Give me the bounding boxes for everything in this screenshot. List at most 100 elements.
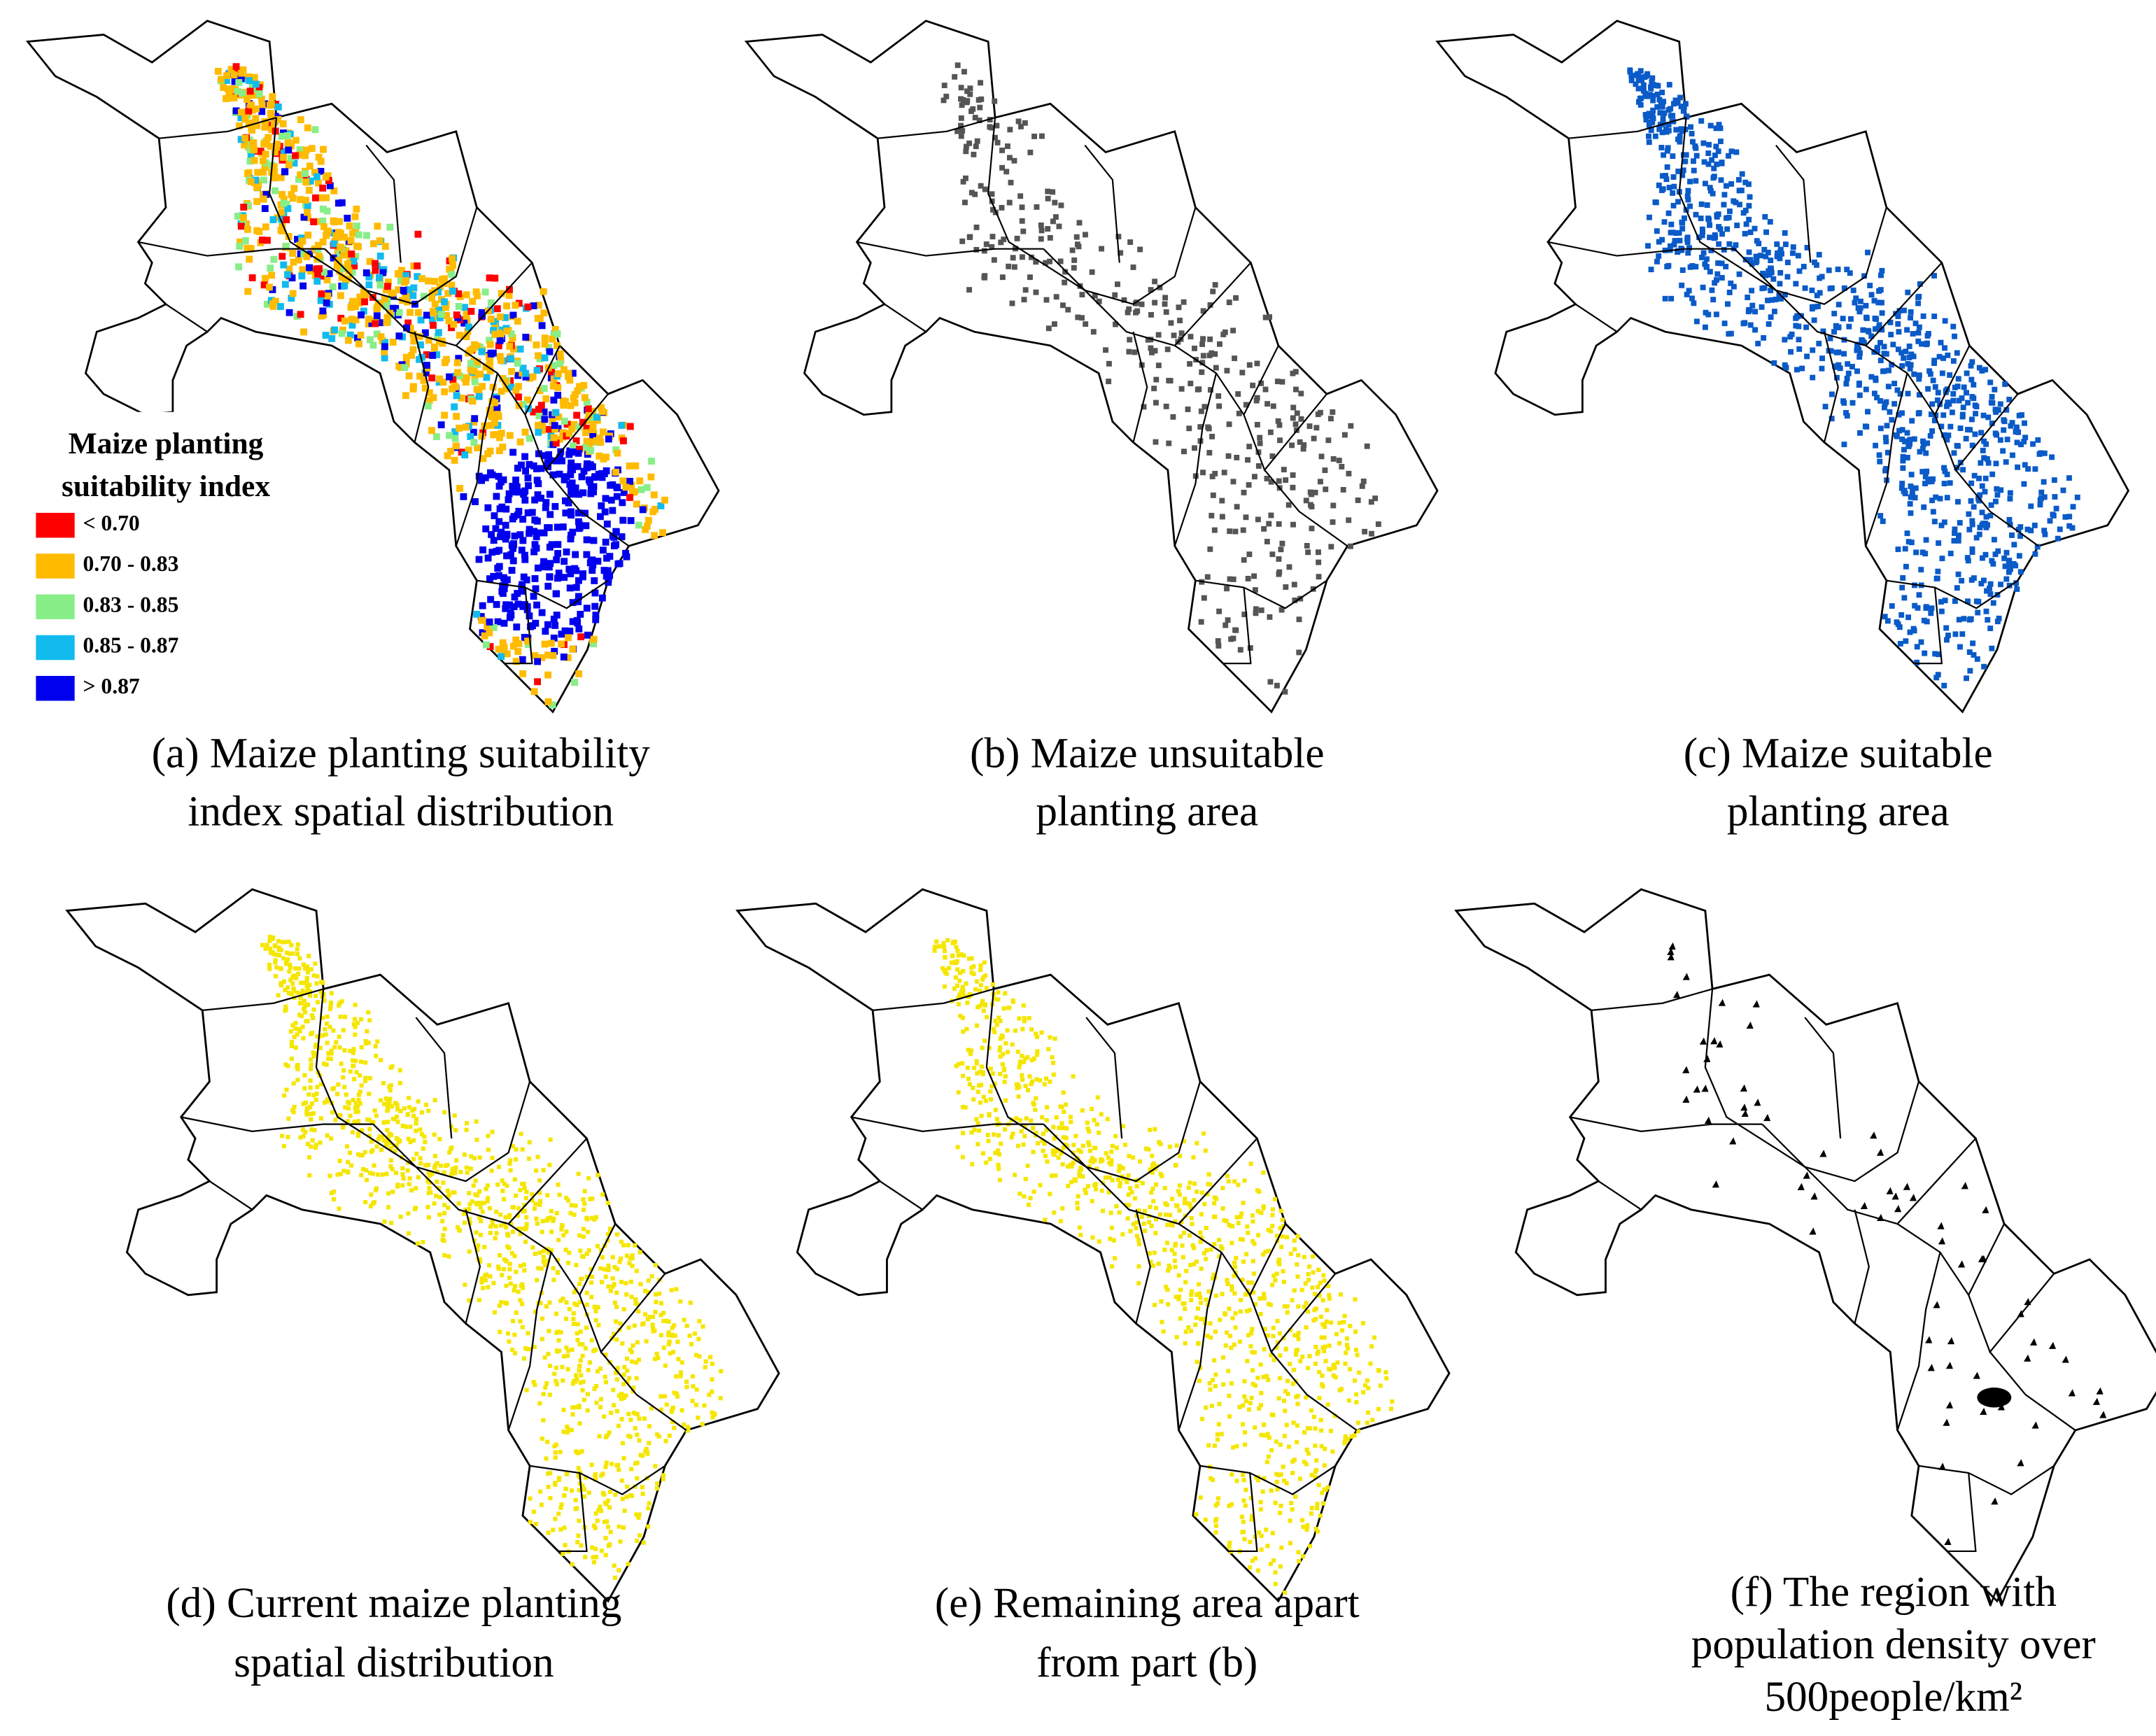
- grid-cell: [989, 1097, 994, 1102]
- grid-cell: [541, 1259, 546, 1264]
- grid-cell: [1965, 427, 1971, 432]
- grid-cell: [1174, 1143, 1179, 1148]
- grid-cell: [1978, 430, 1985, 436]
- grid-cell: [1980, 577, 1987, 584]
- grid-cell: [455, 1225, 460, 1229]
- grid-cell: [284, 205, 292, 212]
- grid-cell: [1330, 456, 1337, 462]
- grid-cell: [1294, 1395, 1299, 1399]
- grid-cell: [1021, 1142, 1026, 1147]
- grid-cell: [1257, 1406, 1262, 1411]
- grid-cell: [509, 642, 517, 650]
- grid-cell: [1960, 467, 1966, 473]
- grid-cell: [1183, 1280, 1188, 1285]
- grid-cell: [279, 120, 287, 127]
- grid-cell: [1017, 1061, 1022, 1066]
- grid-cell: [996, 1166, 1001, 1171]
- grid-cell: [1080, 1143, 1085, 1148]
- grid-cell: [647, 1501, 651, 1506]
- grid-cell: [278, 216, 286, 223]
- grid-cell: [1202, 1251, 1206, 1256]
- grid-cell: [642, 1416, 647, 1421]
- grid-cell: [1745, 295, 1751, 300]
- grid-cell: [540, 309, 548, 317]
- grid-cell: [351, 1047, 356, 1052]
- grid-cell: [284, 1087, 289, 1092]
- grid-cell: [599, 546, 607, 554]
- grid-cell: [241, 141, 248, 149]
- grid-cell: [1316, 549, 1321, 556]
- grid-cell: [486, 274, 493, 282]
- grid-cell: [395, 309, 403, 316]
- grid-cell: [442, 1252, 447, 1258]
- grid-cell: [1931, 358, 1938, 364]
- grid-cell: [1316, 559, 1322, 565]
- grid-cell: [620, 1441, 626, 1446]
- grid-cell: [263, 300, 271, 308]
- grid-cell: [1313, 1527, 1318, 1532]
- grid-cell: [1207, 387, 1213, 393]
- grid-cell: [570, 421, 578, 428]
- grid-cell: [1916, 372, 1922, 379]
- grid-cell: [1024, 1116, 1029, 1121]
- grid-cell: [1668, 106, 1674, 112]
- grid-cell: [576, 1473, 581, 1478]
- grid-cell: [1126, 306, 1132, 312]
- grid-cell: [552, 439, 560, 447]
- grid-cell: [1849, 400, 1856, 406]
- grid-cell: [675, 1394, 680, 1399]
- grid-cell: [405, 286, 412, 293]
- grid-cell: [1017, 193, 1024, 199]
- grid-cell: [1943, 625, 1950, 631]
- grid-cell: [553, 341, 561, 349]
- grid-cell: [1907, 501, 1913, 507]
- grid-cell: [1243, 514, 1249, 521]
- grid-cell: [1865, 249, 1870, 255]
- grid-cell: [1198, 1230, 1203, 1235]
- grid-cell: [1231, 1445, 1236, 1450]
- grid-cell: [1880, 368, 1886, 374]
- grid-cell: [960, 178, 966, 185]
- grid-cell: [1338, 1292, 1344, 1297]
- grid-cell: [496, 447, 503, 454]
- grid-cell: [395, 332, 403, 340]
- boundary: [507, 1223, 616, 1297]
- boundary: [857, 241, 1044, 257]
- grid-cell: [1061, 1145, 1066, 1150]
- grid-cell: [1232, 355, 1238, 362]
- grid-cell: [972, 1127, 977, 1132]
- grid-cell: [981, 274, 987, 280]
- grid-cell: [1659, 173, 1665, 179]
- grid-cell: [669, 1409, 674, 1414]
- grid-cell: [1279, 1244, 1284, 1250]
- grid-cell: [309, 967, 313, 972]
- grid-cell: [412, 1106, 417, 1111]
- grid-cell: [1319, 1444, 1324, 1448]
- grid-cell: [635, 1340, 640, 1345]
- grid-cell: [1994, 619, 2001, 625]
- grid-cell: [2016, 553, 2022, 559]
- grid-cell: [1643, 117, 1649, 122]
- grid-cell: [405, 1113, 410, 1117]
- grid-cell: [2011, 542, 2017, 548]
- grid-cell: [273, 960, 278, 965]
- grid-cell: [1106, 360, 1112, 367]
- grid-cell: [1956, 616, 1962, 623]
- grid-cell: [1992, 386, 1998, 393]
- grid-cell: [1364, 443, 1370, 449]
- grid-cell: [1348, 543, 1353, 549]
- grid-cell: [1879, 310, 1885, 316]
- grid-cell: [1346, 1398, 1351, 1403]
- grid-cell: [586, 1176, 591, 1181]
- grid-cell: [645, 1290, 651, 1295]
- grid-cell: [1768, 257, 1774, 264]
- grid-cell: [1188, 1263, 1193, 1268]
- grid-cell: [1263, 1433, 1268, 1438]
- region-outline: [744, 20, 1439, 714]
- grid-cell: [1148, 345, 1154, 351]
- grid-cell: [1057, 258, 1064, 264]
- grid-cell: [1043, 297, 1050, 303]
- grid-cell: [621, 1307, 626, 1312]
- grid-cell: [266, 121, 274, 129]
